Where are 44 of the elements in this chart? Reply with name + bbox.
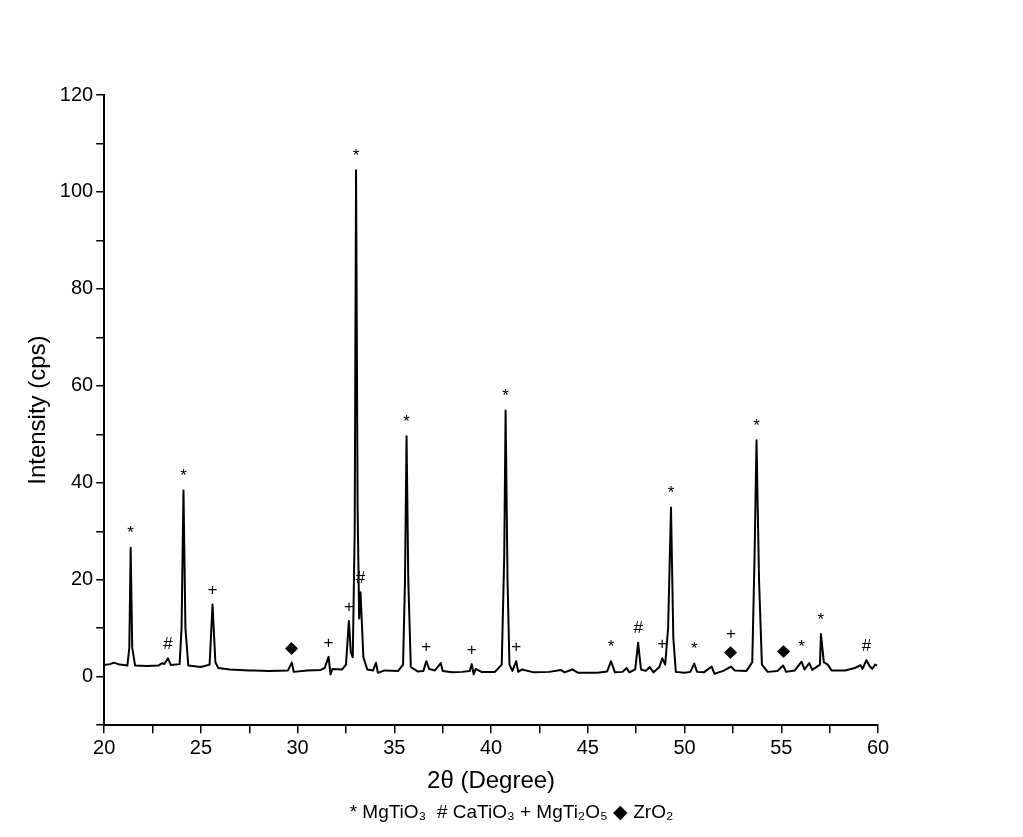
annotation: + (323, 632, 334, 652)
annotation: ◆ (724, 642, 739, 662)
annotation: * (127, 523, 135, 543)
annotation: + (421, 636, 432, 656)
y-tick-label: 120 (59, 82, 94, 105)
x-tick-label: 60 (866, 735, 890, 758)
annotation: + (511, 636, 522, 656)
annotation: * (798, 637, 806, 657)
y-tick-label: 20 (70, 567, 94, 590)
y-tick-label: 80 (70, 276, 94, 299)
x-axis-title: 2θ (Degree) (427, 766, 556, 794)
annotation: + (207, 580, 218, 600)
x-tick-label: 40 (479, 735, 503, 758)
x-tick-label: 20 (93, 735, 116, 758)
x-tick-label: 25 (189, 735, 213, 758)
annotation: * (403, 411, 411, 431)
y-tick-label: 0 (82, 664, 94, 687)
annotation: # (633, 618, 644, 638)
y-tick-label: 60 (70, 373, 94, 396)
annotation: + (726, 624, 736, 644)
annotation: + (466, 639, 477, 659)
annotation: # (163, 633, 174, 653)
annotation: * (667, 483, 675, 503)
x-tick-label: 45 (576, 735, 599, 758)
annotation: * (502, 386, 510, 406)
y-tick-label: 100 (59, 179, 94, 202)
annotation: ◆ (285, 638, 300, 658)
y-axis-title: Intensity (cps) (23, 335, 51, 485)
y-tick-label: 40 (70, 470, 94, 493)
x-tick-label: 30 (286, 735, 309, 758)
annotation: * (817, 609, 825, 629)
x-tick-label: 50 (673, 735, 696, 758)
annotation: * (352, 145, 360, 165)
annotation: * (690, 639, 698, 659)
annotation: + (657, 633, 668, 653)
annotation: # (861, 635, 872, 655)
annotation: ◆ (776, 641, 791, 661)
x-tick-label: 35 (383, 735, 406, 758)
annotation: * (607, 636, 615, 656)
annotation: * (180, 466, 188, 486)
x-tick-label: 55 (770, 735, 793, 758)
annotation: * (753, 415, 761, 435)
annotation: + (343, 596, 354, 616)
text: * MgTiO₃ # CaTiO₃ + MgTi₂O₅ ◆ ZrO₂ (348, 800, 675, 823)
